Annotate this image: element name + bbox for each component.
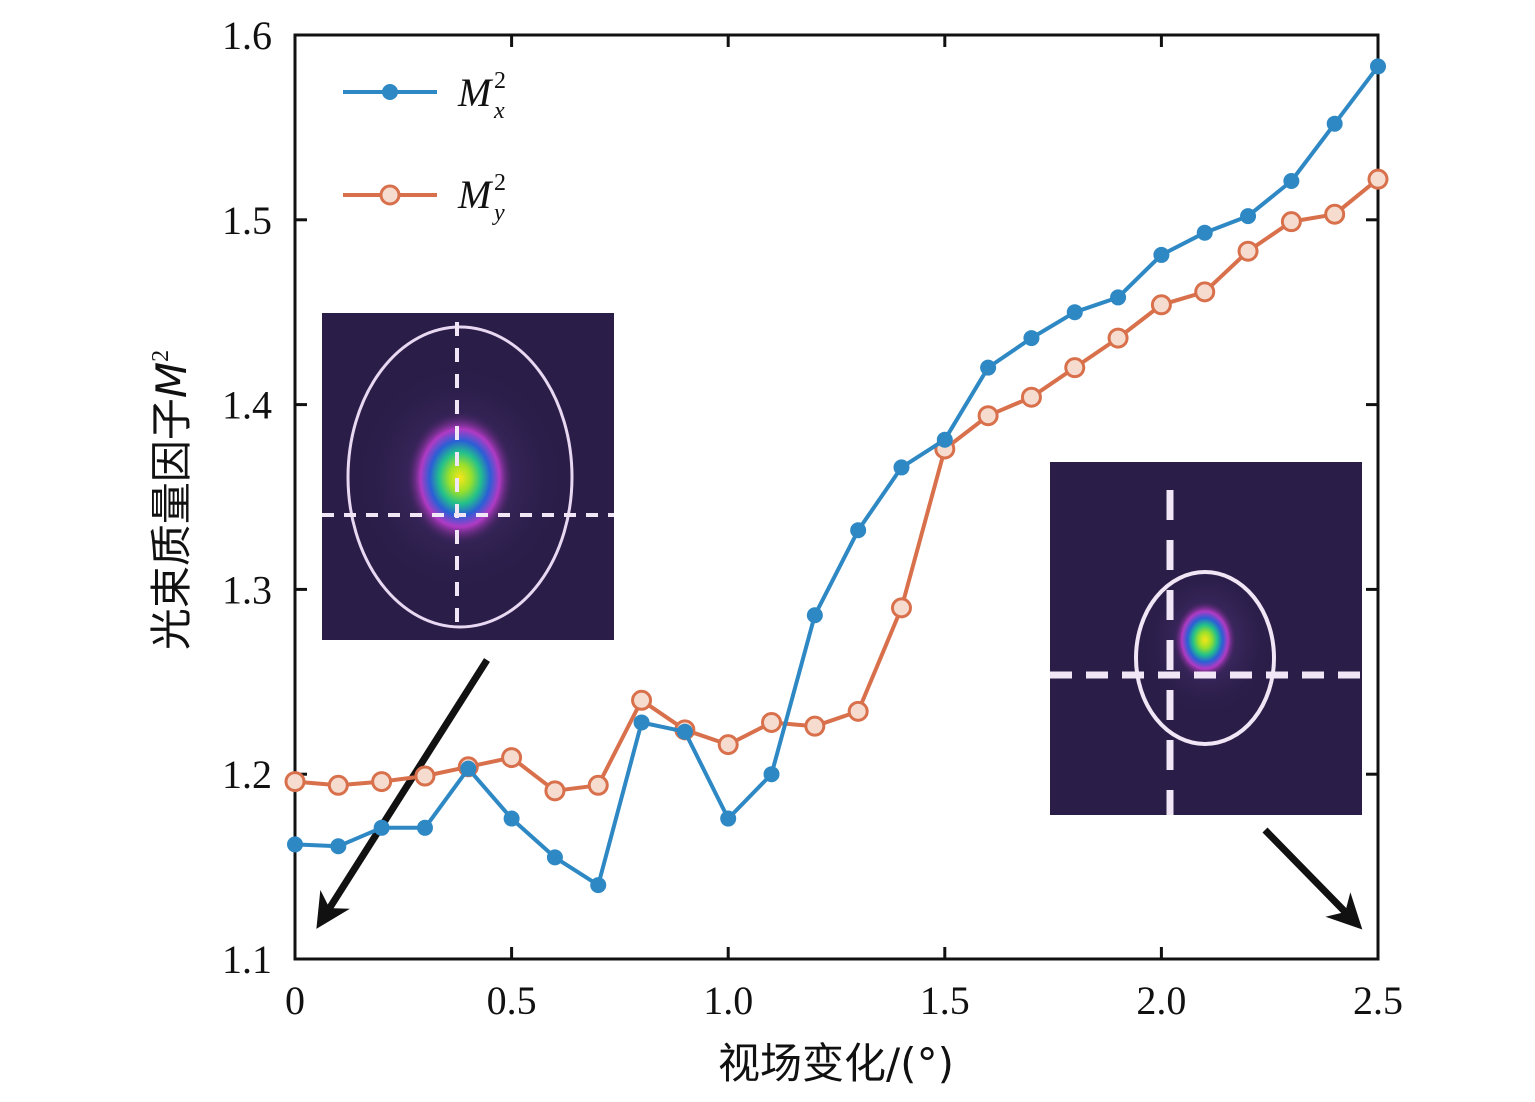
legend: M 2 x M 2 y (343, 68, 506, 226)
series-point-x (850, 522, 867, 539)
series-point-y (847, 700, 869, 722)
series-point-y (1150, 294, 1172, 316)
y-tick-label: 1.4 (222, 383, 272, 428)
series-point-x (1240, 208, 1257, 225)
y-axis-title-text: 光束质量因子 (147, 398, 196, 650)
x-tick-label: 2.5 (1353, 978, 1403, 1023)
legend-mx-sub: x (493, 98, 505, 124)
series-point-y (631, 689, 653, 711)
inset-left-ellipse (346, 325, 574, 629)
y-tick-label: 1.3 (222, 567, 272, 612)
inset-left-beam-spot (405, 410, 515, 546)
series-point-x (1326, 115, 1343, 132)
x-tick-label: 1.0 (703, 978, 753, 1023)
series-point-x (416, 819, 433, 836)
series-point-y (1280, 211, 1302, 233)
series-point-y (501, 747, 523, 769)
legend-mx-marker (382, 84, 398, 100)
x-axis-title: 视场变化/(°) (718, 1039, 954, 1088)
series-point-x (546, 849, 563, 866)
series-point-x (503, 810, 520, 827)
legend-mx-sup: 2 (494, 68, 506, 94)
series-point-y (327, 774, 349, 796)
axis-ticks (293, 33, 1380, 961)
series-point-y (1064, 357, 1086, 379)
x-tick-label: 0.5 (487, 978, 537, 1023)
series-point-y (890, 597, 912, 619)
series-point-x (1023, 330, 1040, 347)
series-point-y (414, 765, 436, 787)
series-point-x (980, 359, 997, 376)
arrow-left (316, 658, 490, 929)
series-point-y (1020, 386, 1042, 408)
series-line-x (294, 65, 1380, 888)
series-point-x (590, 877, 607, 894)
series-point-x (893, 459, 910, 476)
x-tick-label: 2.0 (1136, 978, 1186, 1023)
y-tick-label: 1.2 (222, 752, 272, 797)
y-tick-label: 1.5 (222, 198, 272, 243)
y-tick-label: 1.6 (222, 13, 272, 58)
series-point-x (330, 838, 347, 855)
series-point-y (1194, 281, 1216, 303)
series-point-x (676, 723, 693, 740)
y-axis-title-symbol: M (147, 362, 196, 398)
series-layer (284, 58, 1389, 894)
series-point-x (720, 810, 737, 827)
series-point-x (1153, 246, 1170, 263)
series-point-x (287, 836, 303, 853)
series-point-x (1110, 289, 1127, 306)
series-point-y (371, 771, 393, 793)
series-point-x (806, 607, 823, 624)
series-point-x (763, 766, 780, 783)
y-axis-title: 光束质量因子M2 (147, 350, 196, 650)
series-point-y (761, 711, 783, 733)
inset-beam-profile-right (1050, 462, 1362, 815)
x-tick-label: 0 (285, 978, 305, 1023)
x-tick-label: 1.5 (920, 978, 970, 1023)
axis-tick-labels: 0 0.5 1.0 1.5 2.0 2.5 1.1 1.2 1.3 1.4 1.5 1.6 (222, 13, 1403, 1023)
y-axis-title-sup: 2 (148, 350, 174, 362)
inset-beam-profile-left (322, 313, 614, 640)
series-point-x (936, 431, 953, 448)
y-tick-label: 1.1 (222, 937, 272, 982)
series-point-y (284, 771, 306, 793)
series-point-y (587, 774, 609, 796)
legend-my-label: M (457, 172, 494, 217)
series-point-x (1370, 58, 1386, 75)
series-point-y (717, 734, 739, 756)
inset-right-beam-spot (1173, 600, 1237, 680)
series-point-y (1324, 203, 1346, 225)
legend-my-sup: 2 (494, 170, 506, 196)
inset-right-ellipse (1134, 570, 1276, 746)
legend-mx-label: M (457, 70, 494, 115)
series-point-y (977, 405, 999, 427)
series-point-y (804, 715, 826, 737)
svg-text:光束质量因子M2: 光束质量因子M2 (147, 350, 196, 650)
plot-frame (293, 33, 1380, 961)
series-point-y (1367, 168, 1389, 190)
series-point-x (633, 714, 650, 731)
series-point-x (460, 760, 477, 777)
series-point-y (1107, 327, 1129, 349)
series-point-y (1237, 240, 1259, 262)
series-point-x (373, 819, 390, 836)
arrow-right (1262, 827, 1363, 930)
series-point-x (1196, 224, 1213, 241)
series-point-x (1283, 172, 1300, 189)
series-point-y (544, 780, 566, 802)
series-point-x (1066, 304, 1083, 321)
legend-my-marker (379, 184, 401, 206)
legend-my-sub: y (492, 200, 505, 226)
